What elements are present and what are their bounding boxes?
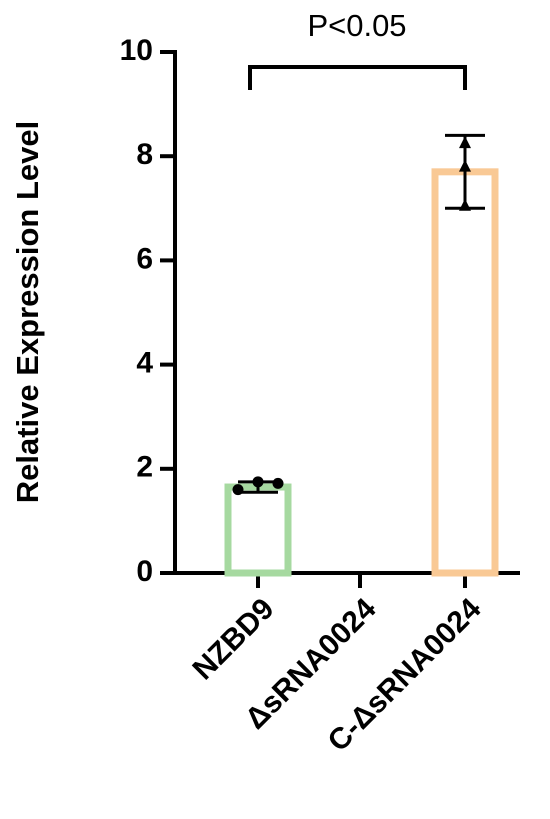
data-point <box>459 198 471 211</box>
y-tick-label: 4 <box>136 347 153 380</box>
y-tick-label: 8 <box>136 138 153 171</box>
data-point <box>459 136 471 149</box>
data-point <box>272 477 284 489</box>
x-tick-label: NZBD9 <box>186 592 280 686</box>
y-axis-label: Relative Expression Level <box>10 121 45 504</box>
data-point <box>459 159 471 172</box>
y-tick-label: 2 <box>136 451 153 484</box>
bar <box>224 483 292 577</box>
data-point <box>232 484 244 496</box>
data-point <box>252 476 264 488</box>
y-tick-label: 10 <box>120 34 153 67</box>
y-tick-label: 6 <box>136 242 153 275</box>
annotation: P<0.05 <box>307 8 406 43</box>
bar <box>431 168 499 577</box>
significance-bracket <box>248 65 467 90</box>
y-tick-label: 0 <box>136 555 153 588</box>
